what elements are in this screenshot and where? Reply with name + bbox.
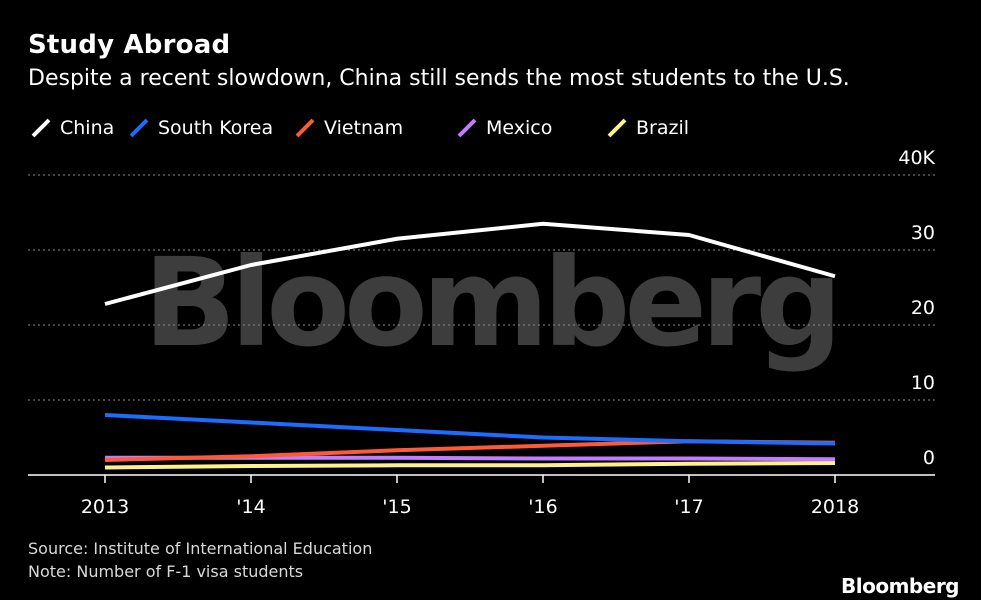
y-axis-ticks: 0 10 20 30 40K <box>898 147 935 469</box>
y-tick-label: 40K <box>898 147 935 169</box>
x-tick-label: '16 <box>528 496 557 518</box>
x-tick-label: '17 <box>674 496 703 518</box>
legend: China South Korea Vietnam Mexico Brazil <box>30 116 930 140</box>
y-tick-label: 10 <box>911 372 935 394</box>
legend-label-vietnam: Vietnam <box>324 117 404 139</box>
bloomberg-watermark: Bloomberg <box>143 232 836 374</box>
y-tick-label: 0 <box>923 447 935 469</box>
series-line-brazil <box>104 461 836 470</box>
series-line-china <box>104 221 836 306</box>
footnote: Note: Number of F-1 visa students <box>28 562 304 581</box>
legend-swatch-vietnam <box>295 118 315 138</box>
legend-item-china: China <box>30 116 114 140</box>
legend-item-mexico: Mexico <box>456 116 552 140</box>
source-note: Source: Institute of International Educa… <box>28 539 373 558</box>
chart-subtitle: Despite a recent slowdown, China still s… <box>28 66 850 91</box>
legend-swatch-south-korea <box>129 118 149 138</box>
legend-item-south-korea: South Korea <box>128 116 273 140</box>
legend-item-brazil: Brazil <box>606 116 689 140</box>
legend-label-brazil: Brazil <box>636 117 690 139</box>
series-lines <box>104 221 836 470</box>
legend-swatch-brazil <box>607 118 627 138</box>
legend-swatch-china <box>31 118 51 138</box>
legend-item-vietnam: Vietnam <box>294 116 403 140</box>
bloomberg-logo: Bloomberg <box>841 574 959 598</box>
legend-label-china: China <box>60 117 115 139</box>
x-tick-label: '14 <box>236 496 265 518</box>
x-axis-ticks: 2013 '14 '15 '16 '17 2018 <box>81 475 859 518</box>
legend-label-south-korea: South Korea <box>158 117 274 139</box>
x-tick-label: '15 <box>382 496 411 518</box>
gridlines <box>28 174 935 476</box>
legend-label-mexico: Mexico <box>486 117 553 139</box>
x-tick-label: 2018 <box>811 496 859 518</box>
x-tick-label: 2013 <box>81 496 129 518</box>
legend-swatch-mexico <box>457 118 477 138</box>
y-tick-label: 20 <box>911 297 935 319</box>
series-line-south-korea <box>104 413 836 446</box>
y-tick-label: 30 <box>911 222 935 244</box>
chart-title: Study Abroad <box>28 30 231 60</box>
